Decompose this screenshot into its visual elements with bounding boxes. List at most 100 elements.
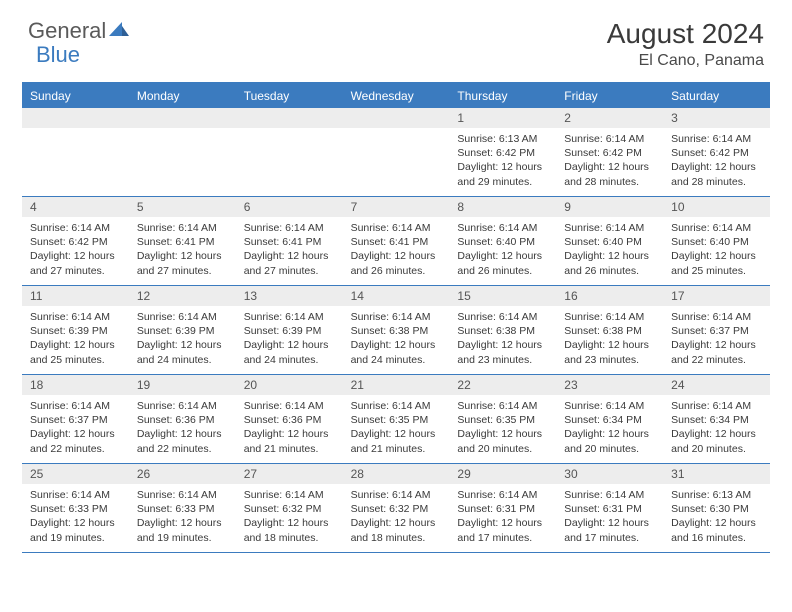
day-cell: 6Sunrise: 6:14 AMSunset: 6:41 PMDaylight… (236, 197, 343, 285)
calendar: SundayMondayTuesdayWednesdayThursdayFrid… (22, 82, 770, 553)
day-details: Sunrise: 6:14 AMSunset: 6:42 PMDaylight:… (22, 217, 129, 284)
daylight-text: Daylight: 12 hours and 19 minutes. (137, 516, 228, 544)
day-cell: 7Sunrise: 6:14 AMSunset: 6:41 PMDaylight… (343, 197, 450, 285)
day-number: 24 (663, 375, 770, 395)
sunrise-text: Sunrise: 6:14 AM (457, 221, 548, 235)
day-cell: 2Sunrise: 6:14 AMSunset: 6:42 PMDaylight… (556, 108, 663, 196)
day-details: Sunrise: 6:14 AMSunset: 6:32 PMDaylight:… (236, 484, 343, 551)
day-cell: 21Sunrise: 6:14 AMSunset: 6:35 PMDayligh… (343, 375, 450, 463)
sunset-text: Sunset: 6:34 PM (671, 413, 762, 427)
day-number: 8 (449, 197, 556, 217)
daylight-text: Daylight: 12 hours and 26 minutes. (564, 249, 655, 277)
title-block: August 2024 El Cano, Panama (607, 18, 764, 70)
sunrise-text: Sunrise: 6:14 AM (564, 310, 655, 324)
sunrise-text: Sunrise: 6:14 AM (30, 488, 121, 502)
day-details: Sunrise: 6:14 AMSunset: 6:33 PMDaylight:… (129, 484, 236, 551)
sunset-text: Sunset: 6:40 PM (671, 235, 762, 249)
day-number: 5 (129, 197, 236, 217)
sunset-text: Sunset: 6:39 PM (137, 324, 228, 338)
daylight-text: Daylight: 12 hours and 23 minutes. (564, 338, 655, 366)
sunset-text: Sunset: 6:33 PM (30, 502, 121, 516)
day-number: 29 (449, 464, 556, 484)
day-number: 19 (129, 375, 236, 395)
day-cell: 18Sunrise: 6:14 AMSunset: 6:37 PMDayligh… (22, 375, 129, 463)
sunset-text: Sunset: 6:42 PM (457, 146, 548, 160)
day-cell: 10Sunrise: 6:14 AMSunset: 6:40 PMDayligh… (663, 197, 770, 285)
day-details: Sunrise: 6:14 AMSunset: 6:42 PMDaylight:… (663, 128, 770, 195)
day-number: 17 (663, 286, 770, 306)
day-details: Sunrise: 6:13 AMSunset: 6:30 PMDaylight:… (663, 484, 770, 551)
day-cell: 28Sunrise: 6:14 AMSunset: 6:32 PMDayligh… (343, 464, 450, 552)
sunrise-text: Sunrise: 6:14 AM (564, 488, 655, 502)
day-header-monday: Monday (129, 84, 236, 108)
daylight-text: Daylight: 12 hours and 20 minutes. (457, 427, 548, 455)
sunrise-text: Sunrise: 6:13 AM (457, 132, 548, 146)
daylight-text: Daylight: 12 hours and 26 minutes. (351, 249, 442, 277)
day-details: Sunrise: 6:14 AMSunset: 6:40 PMDaylight:… (449, 217, 556, 284)
day-details: Sunrise: 6:14 AMSunset: 6:31 PMDaylight:… (449, 484, 556, 551)
sunrise-text: Sunrise: 6:14 AM (564, 399, 655, 413)
day-number (343, 108, 450, 128)
day-details: Sunrise: 6:14 AMSunset: 6:41 PMDaylight:… (343, 217, 450, 284)
day-details: Sunrise: 6:14 AMSunset: 6:41 PMDaylight:… (236, 217, 343, 284)
daylight-text: Daylight: 12 hours and 28 minutes. (564, 160, 655, 188)
daylight-text: Daylight: 12 hours and 18 minutes. (351, 516, 442, 544)
day-number: 30 (556, 464, 663, 484)
daylight-text: Daylight: 12 hours and 25 minutes. (30, 338, 121, 366)
day-cell: 31Sunrise: 6:13 AMSunset: 6:30 PMDayligh… (663, 464, 770, 552)
week-row: 1 Sunrise: 6:13 AMSunset: 6:42 PM Daylight… (22, 108, 770, 197)
week-row: 11Sunrise: 6:14 AMSunset: 6:39 PMDayligh… (22, 286, 770, 375)
day-number: 13 (236, 286, 343, 306)
day-details: Sunrise: 6:14 AMSunset: 6:39 PMDaylight:… (22, 306, 129, 373)
day-details: Sunrise: 6:14 AMSunset: 6:40 PMDaylight:… (663, 217, 770, 284)
day-number: 23 (556, 375, 663, 395)
day-number: 27 (236, 464, 343, 484)
day-number: 6 (236, 197, 343, 217)
day-details: Sunrise: 6:14 AMSunset: 6:36 PMDaylight:… (236, 395, 343, 462)
day-cell: 3Sunrise: 6:14 AMSunset: 6:42 PMDaylight… (663, 108, 770, 196)
day-number: 25 (22, 464, 129, 484)
day-cell: 9Sunrise: 6:14 AMSunset: 6:40 PMDaylight… (556, 197, 663, 285)
sunrise-text: Sunrise: 6:14 AM (137, 310, 228, 324)
daylight-text: Daylight: 12 hours and 27 minutes. (30, 249, 121, 277)
daylight-text: Daylight: 12 hours and 17 minutes. (457, 516, 548, 544)
day-details: Sunrise: 6:14 AMSunset: 6:35 PMDaylight:… (343, 395, 450, 462)
sunrise-text: Sunrise: 6:14 AM (244, 399, 335, 413)
day-number: 3 (663, 108, 770, 128)
sunrise-text: Sunrise: 6:14 AM (671, 132, 762, 146)
week-row: 25Sunrise: 6:14 AMSunset: 6:33 PMDayligh… (22, 464, 770, 553)
sunset-text: Sunset: 6:32 PM (244, 502, 335, 516)
header: General August 2024 El Cano, Panama (0, 0, 792, 78)
daylight-text: Daylight: 12 hours and 26 minutes. (457, 249, 548, 277)
day-cell: 17Sunrise: 6:14 AMSunset: 6:37 PMDayligh… (663, 286, 770, 374)
day-number: 2 (556, 108, 663, 128)
logo-text-blue-wrap: Blue (36, 42, 80, 68)
day-cell (343, 108, 450, 196)
daylight-text: Daylight: 12 hours and 21 minutes. (244, 427, 335, 455)
day-number: 21 (343, 375, 450, 395)
sunrise-text: Sunrise: 6:14 AM (457, 399, 548, 413)
sunrise-text: Sunrise: 6:14 AM (351, 399, 442, 413)
sunset-text: Sunset: 6:35 PM (351, 413, 442, 427)
sunset-text: Sunset: 6:34 PM (564, 413, 655, 427)
logo-text-general: General (28, 18, 106, 44)
sunset-text: Sunset: 6:39 PM (244, 324, 335, 338)
sunset-text: Sunset: 6:41 PM (137, 235, 228, 249)
logo-text-blue: Blue (36, 42, 80, 67)
day-cell: 4Sunrise: 6:14 AMSunset: 6:42 PMDaylight… (22, 197, 129, 285)
location: El Cano, Panama (607, 52, 764, 70)
sunset-text: Sunset: 6:40 PM (564, 235, 655, 249)
day-cell: 12Sunrise: 6:14 AMSunset: 6:39 PMDayligh… (129, 286, 236, 374)
week-row: 18Sunrise: 6:14 AMSunset: 6:37 PMDayligh… (22, 375, 770, 464)
daylight-text: Daylight: 12 hours and 24 minutes. (351, 338, 442, 366)
daylight-text: Daylight: 12 hours and 22 minutes. (137, 427, 228, 455)
day-number: 1 (449, 108, 556, 128)
daylight-text: Daylight: 12 hours and 27 minutes. (137, 249, 228, 277)
sunset-text: Sunset: 6:35 PM (457, 413, 548, 427)
day-number: 4 (22, 197, 129, 217)
sunrise-text: Sunrise: 6:14 AM (244, 221, 335, 235)
day-cell: 13Sunrise: 6:14 AMSunset: 6:39 PMDayligh… (236, 286, 343, 374)
month-title: August 2024 (607, 18, 764, 50)
day-details: Sunrise: 6:14 AMSunset: 6:35 PMDaylight:… (449, 395, 556, 462)
daylight-text: Daylight: 12 hours and 21 minutes. (351, 427, 442, 455)
